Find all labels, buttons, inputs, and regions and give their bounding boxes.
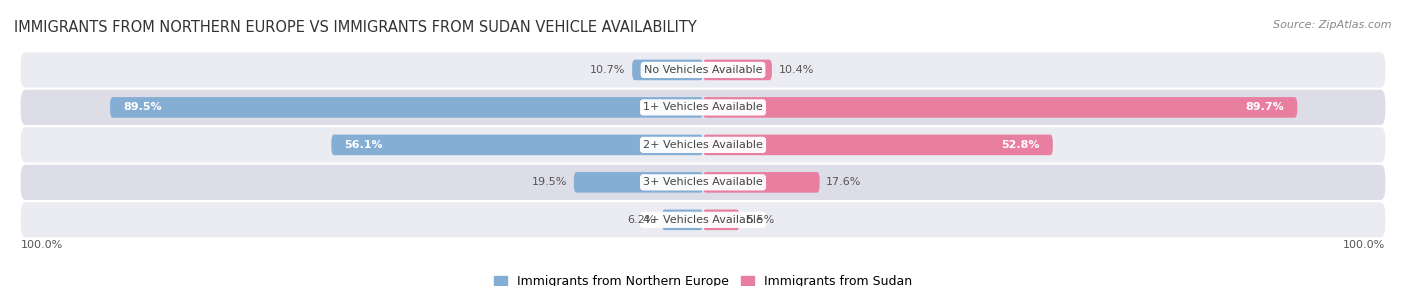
FancyBboxPatch shape — [703, 59, 772, 80]
FancyBboxPatch shape — [110, 97, 703, 118]
Text: 89.5%: 89.5% — [124, 102, 162, 112]
Text: 5.5%: 5.5% — [747, 215, 775, 225]
Text: 100.0%: 100.0% — [1343, 240, 1385, 250]
Text: 56.1%: 56.1% — [344, 140, 384, 150]
FancyBboxPatch shape — [703, 97, 1298, 118]
FancyBboxPatch shape — [332, 135, 703, 155]
FancyBboxPatch shape — [703, 135, 1053, 155]
FancyBboxPatch shape — [633, 59, 703, 80]
Text: No Vehicles Available: No Vehicles Available — [644, 65, 762, 75]
FancyBboxPatch shape — [703, 210, 740, 230]
Text: 52.8%: 52.8% — [1001, 140, 1039, 150]
Text: 19.5%: 19.5% — [531, 177, 567, 187]
Text: 100.0%: 100.0% — [21, 240, 63, 250]
FancyBboxPatch shape — [21, 202, 1385, 237]
Text: 10.4%: 10.4% — [779, 65, 814, 75]
FancyBboxPatch shape — [21, 127, 1385, 162]
Text: 17.6%: 17.6% — [827, 177, 862, 187]
FancyBboxPatch shape — [662, 210, 703, 230]
FancyBboxPatch shape — [21, 165, 1385, 200]
Text: Source: ZipAtlas.com: Source: ZipAtlas.com — [1274, 20, 1392, 30]
FancyBboxPatch shape — [703, 172, 820, 193]
Text: 10.7%: 10.7% — [591, 65, 626, 75]
Text: 6.2%: 6.2% — [627, 215, 655, 225]
Text: 1+ Vehicles Available: 1+ Vehicles Available — [643, 102, 763, 112]
FancyBboxPatch shape — [21, 52, 1385, 88]
FancyBboxPatch shape — [21, 90, 1385, 125]
Text: 3+ Vehicles Available: 3+ Vehicles Available — [643, 177, 763, 187]
FancyBboxPatch shape — [574, 172, 703, 193]
Text: 89.7%: 89.7% — [1246, 102, 1284, 112]
Text: 4+ Vehicles Available: 4+ Vehicles Available — [643, 215, 763, 225]
Text: 2+ Vehicles Available: 2+ Vehicles Available — [643, 140, 763, 150]
Text: IMMIGRANTS FROM NORTHERN EUROPE VS IMMIGRANTS FROM SUDAN VEHICLE AVAILABILITY: IMMIGRANTS FROM NORTHERN EUROPE VS IMMIG… — [14, 20, 697, 35]
Legend: Immigrants from Northern Europe, Immigrants from Sudan: Immigrants from Northern Europe, Immigra… — [489, 270, 917, 286]
